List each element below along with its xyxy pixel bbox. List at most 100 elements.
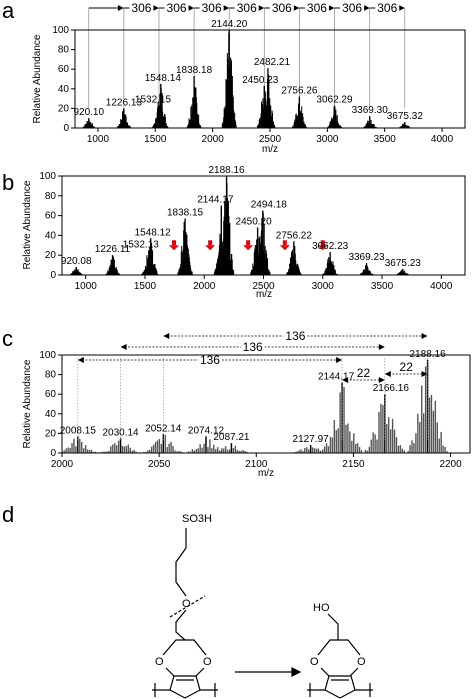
spacing-label-bg xyxy=(234,2,259,14)
delta-arrowhead-right xyxy=(378,377,385,383)
product-thiophene-ring xyxy=(324,675,356,699)
x-axis-ticks-a: 1000 1500 2000 2500 3000 3500 4000 xyxy=(87,128,454,145)
spacing-arrowhead xyxy=(223,5,230,11)
hydroxyl-group-label: HO xyxy=(313,602,330,614)
delta-arrowhead-right xyxy=(421,371,428,377)
x-axis-title-b: m/z xyxy=(256,289,272,300)
peak-label: 3062.29 xyxy=(316,94,353,105)
peak-label: 2087.21 xyxy=(213,432,250,443)
product-ring-oxygen-right: O xyxy=(357,656,366,668)
delta-label-bg xyxy=(351,366,376,379)
y-tick-label: 20 xyxy=(45,428,57,439)
cleavage-line xyxy=(169,595,206,618)
y-tick-label: 40 xyxy=(45,409,57,420)
spacing-label-bg xyxy=(304,2,329,14)
y-axis-title-c: Relative Abundance xyxy=(22,359,33,448)
delta-arrowhead-left xyxy=(384,371,391,377)
y-tick-label: 100 xyxy=(39,350,56,361)
delta-label-bg xyxy=(394,360,419,373)
spacing-label-bg xyxy=(164,2,189,14)
panel-c-letter: c xyxy=(2,326,13,351)
peak-label: 1548.14 xyxy=(145,73,182,84)
peak-label: 2188.16 xyxy=(208,165,245,176)
y-tick-label: 100 xyxy=(39,171,56,182)
x-tick-label: 3000 xyxy=(312,281,335,292)
peak-label: 2052.14 xyxy=(145,423,182,434)
spacing-label: 306 xyxy=(202,1,222,15)
reaction-arrow xyxy=(235,667,302,677)
delta-label-bg xyxy=(240,340,265,353)
y-tick-label: 80 xyxy=(58,45,70,56)
delta-arrowhead-right xyxy=(336,357,343,363)
y-tick-label: 20 xyxy=(45,250,57,261)
spacing-label: 306 xyxy=(131,1,151,15)
x-tick-label: 4000 xyxy=(431,134,454,145)
x-tick-label: 2000 xyxy=(202,134,225,145)
red-arrow-marker xyxy=(243,245,254,251)
peak-label: 1226.11 xyxy=(95,244,131,255)
y-tick-label: 0 xyxy=(50,448,56,459)
delta-label: 22 xyxy=(357,366,371,380)
spacing-arrowhead xyxy=(117,5,124,11)
product-ring-oxygen-left: O xyxy=(310,656,319,668)
panel-a: a 306 306 306 306 306 306 306 306 920.101226.13… xyxy=(2,0,466,155)
peak-label: 2144.17 xyxy=(318,371,355,382)
peak-label: 2756.26 xyxy=(281,86,318,97)
y-axis-ticks-b: 0 20 40 60 80 100 xyxy=(39,171,62,281)
peak-label: 2144.17 xyxy=(197,195,234,206)
spacing-arrowhead xyxy=(152,5,159,11)
spacing-label: 306 xyxy=(237,1,257,15)
delta-arrowhead-left xyxy=(342,377,349,383)
red-arrow-marker xyxy=(169,245,180,251)
peak-label: 1226.13 xyxy=(106,97,143,108)
y-tick-label: 80 xyxy=(45,370,57,381)
spacing-label-bg xyxy=(340,2,365,14)
y-tick-label: 100 xyxy=(52,25,69,36)
spacing-label: 306 xyxy=(307,1,327,15)
peak-label: 1532.13 xyxy=(123,239,160,250)
x-axis-title-a: m/z xyxy=(262,144,278,155)
y-tick-label: 0 xyxy=(63,123,69,134)
peak-label: 2450.20 xyxy=(236,216,273,227)
butyl-chain xyxy=(175,528,187,597)
peak-label: 2144.20 xyxy=(211,19,248,30)
spacing-annotations: 306 306 306 306 306 306 306 306 xyxy=(88,1,406,109)
x-tick-label: 1500 xyxy=(134,281,157,292)
ring-oxygen-left: O xyxy=(155,656,164,668)
delta-arrowhead-right xyxy=(378,344,385,350)
peak-label: 920.08 xyxy=(61,256,92,267)
red-arrow-marker-stem xyxy=(208,240,213,246)
spacing-arrowhead xyxy=(258,5,265,11)
x-tick-label: 2000 xyxy=(51,459,74,470)
x-tick-label: 4000 xyxy=(430,281,453,292)
peak-label: 3062.23 xyxy=(312,241,349,252)
spacing-label: 306 xyxy=(377,1,397,15)
x-tick-label: 3500 xyxy=(374,134,397,145)
y-axis-ticks-a: 0 20 40 60 80 100 xyxy=(52,25,75,134)
product-structure: HO O O xyxy=(307,602,373,699)
delta-label: 136 xyxy=(200,353,220,367)
x-tick-label: 1500 xyxy=(144,134,167,145)
y-tick-label: 40 xyxy=(58,84,70,95)
y-axis-title-b: Relative Abundance xyxy=(22,180,33,269)
peak-label: 2030.14 xyxy=(102,427,139,438)
peak-label: 920.10 xyxy=(73,107,104,118)
spacing-label-bg xyxy=(199,2,224,14)
ring-bond-l xyxy=(165,667,175,677)
panel-d-scheme: d SO3H O O O HO xyxy=(2,502,373,699)
ether-oxygen-label: O xyxy=(182,598,191,610)
spacing-label: 306 xyxy=(167,1,187,15)
delta-annotations: 136 136 136 22 22 xyxy=(77,329,428,440)
x-tick-label: 2050 xyxy=(148,459,171,470)
x-tick-label: 1000 xyxy=(75,281,98,292)
delta-label: 136 xyxy=(285,329,305,343)
y-tick-label: 20 xyxy=(58,103,70,114)
delta-label: 22 xyxy=(400,360,414,374)
methylene-link xyxy=(175,609,187,641)
delta-arrowhead-right xyxy=(421,333,428,339)
ring-oxygen-right: O xyxy=(203,656,212,668)
delta-arrowhead-left xyxy=(163,333,170,339)
spacing-arrowhead xyxy=(398,5,405,11)
